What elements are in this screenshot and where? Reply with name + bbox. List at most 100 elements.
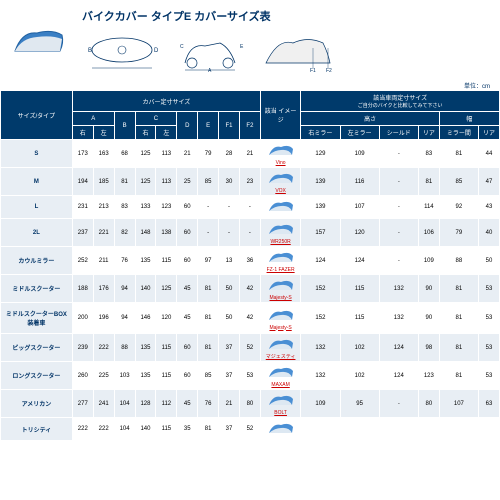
dim-cell: 222 xyxy=(72,418,93,441)
bike-link[interactable]: マジェスティ xyxy=(262,355,299,360)
vehicle-dim-cell xyxy=(301,418,340,441)
vehicle-dim-cell: 81 xyxy=(439,303,478,334)
row-label: ロングスクーター xyxy=(1,362,73,390)
row-label: アメリカン xyxy=(1,390,73,418)
row-label: M xyxy=(1,168,73,196)
table-row: ビッグスクーター2392228813511560813752マジェスティ1321… xyxy=(1,334,500,362)
bike-thumb-icon xyxy=(267,169,295,187)
bike-thumb-icon xyxy=(267,391,295,409)
row-label: ミドルスクーター xyxy=(1,275,73,303)
bike-link[interactable]: Majesty-S xyxy=(262,326,299,331)
bike-link[interactable]: WR250R xyxy=(262,240,299,245)
svg-text:C: C xyxy=(180,44,184,50)
bike-image-cell: WR250R xyxy=(260,219,300,247)
vehicle-dim-cell: 132 xyxy=(301,362,340,390)
dim-cell: 83 xyxy=(114,196,135,219)
dim-cell: 135 xyxy=(135,247,156,275)
vehicle-dim-cell: 109 xyxy=(301,390,340,418)
table-row: ロングスクーター26022510313511560853753MAXAM1321… xyxy=(1,362,500,390)
dim-cell: 103 xyxy=(114,362,135,390)
dim-cell: 94 xyxy=(114,303,135,334)
bike-image-cell: MAXAM xyxy=(260,362,300,390)
vehicle-dim-cell: 79 xyxy=(439,219,478,247)
dim-cell: - xyxy=(239,219,260,247)
vehicle-dim-cell: 98 xyxy=(418,334,439,362)
table-row: アメリカン27724110412811245762180BOLT10995-80… xyxy=(1,390,500,418)
dim-cell: 252 xyxy=(72,247,93,275)
dim-cell: 52 xyxy=(239,418,260,441)
dim-cell: 196 xyxy=(93,303,114,334)
vehicle-dim-cell: 102 xyxy=(340,334,379,362)
table-header: サイズ/タイプ カバー定寸サイズ 該当 イメージ 該当車両定寸サイズ ご自分のバ… xyxy=(1,91,500,140)
vehicle-dim-cell: 124 xyxy=(301,247,340,275)
dim-cell: 185 xyxy=(93,168,114,196)
table-row: 2L2372218214813860---WR250R157120-106794… xyxy=(1,219,500,247)
dim-cell: 60 xyxy=(177,362,198,390)
vehicle-dim-cell: - xyxy=(379,196,418,219)
vehicle-dim-cell: 90 xyxy=(418,275,439,303)
dim-cell: 125 xyxy=(135,168,156,196)
dim-cell: 104 xyxy=(114,390,135,418)
vehicle-dim-cell: 116 xyxy=(340,168,379,196)
dim-cell: 60 xyxy=(177,196,198,219)
vehicle-dim-cell: 107 xyxy=(439,390,478,418)
dim-cell: - xyxy=(219,219,240,247)
row-label: ビッグスクーター xyxy=(1,334,73,362)
size-table: サイズ/タイプ カバー定寸サイズ 該当 イメージ 該当車両定寸サイズ ご自分のバ… xyxy=(0,90,500,441)
vehicle-dim-cell: 92 xyxy=(439,196,478,219)
dim-cell: 213 xyxy=(93,196,114,219)
dim-cell: 260 xyxy=(72,362,93,390)
vehicle-dim-cell: 81 xyxy=(439,275,478,303)
vehicle-dim-cell: 124 xyxy=(340,247,379,275)
vehicle-dim-cell xyxy=(379,418,418,441)
dim-cell: 241 xyxy=(93,390,114,418)
vehicle-dim-cell: 132 xyxy=(301,334,340,362)
dim-cell: 68 xyxy=(114,140,135,168)
svg-text:F1: F1 xyxy=(310,68,316,73)
vehicle-dim-cell: 83 xyxy=(418,140,439,168)
page-title: バイクカバー タイプE カバーサイズ表 xyxy=(82,8,488,24)
dim-cell: 237 xyxy=(72,219,93,247)
dim-cell: - xyxy=(219,196,240,219)
dim-cell: 277 xyxy=(72,390,93,418)
vehicle-dim-cell xyxy=(439,418,478,441)
vehicle-dim-cell: 40 xyxy=(478,219,499,247)
vehicle-dim-cell: 90 xyxy=(418,303,439,334)
dim-cell: 13 xyxy=(219,247,240,275)
dim-cell: 45 xyxy=(177,275,198,303)
vehicle-dim-cell: - xyxy=(379,140,418,168)
dim-cell: 88 xyxy=(114,334,135,362)
dim-cell: 23 xyxy=(239,168,260,196)
dim-cell: 81 xyxy=(198,334,219,362)
row-label: L xyxy=(1,196,73,219)
vehicle-dim-cell: 124 xyxy=(379,362,418,390)
vehicle-dim-cell: 44 xyxy=(478,140,499,168)
dim-cell: 21 xyxy=(239,140,260,168)
bike-link[interactable]: FZ-1 FAZER xyxy=(262,268,299,273)
col-size-type: サイズ/タイプ xyxy=(1,91,73,140)
bike-image-cell: Vino xyxy=(260,140,300,168)
table-row: M1941858112511325853023VOX139116-818547 xyxy=(1,168,500,196)
dimension-diagrams: B D A C E F1 F2 xyxy=(82,28,488,73)
bike-link[interactable]: Vino xyxy=(262,161,299,166)
dim-cell: - xyxy=(198,196,219,219)
row-label: ミドルスクーターBOX装着車 xyxy=(1,303,73,334)
bike-link[interactable]: VOX xyxy=(262,189,299,194)
vehicle-dim-cell: 132 xyxy=(379,303,418,334)
bike-thumb-icon xyxy=(267,248,295,266)
bike-image-cell: BOLT xyxy=(260,390,300,418)
dim-cell: 60 xyxy=(177,247,198,275)
dim-cell: 81 xyxy=(198,418,219,441)
bike-link[interactable]: BOLT xyxy=(262,411,299,416)
dim-cell: 112 xyxy=(156,390,177,418)
bike-link[interactable]: MAXAM xyxy=(262,383,299,388)
col-group-vehicle: 該当車両定寸サイズ ご自分のバイクと比較してみて下さい xyxy=(301,91,500,112)
dim-cell: 115 xyxy=(156,418,177,441)
vehicle-dim-cell: 152 xyxy=(301,303,340,334)
dim-cell: 36 xyxy=(239,247,260,275)
dim-cell: 60 xyxy=(177,334,198,362)
bike-image-cell: Majesty-S xyxy=(260,275,300,303)
vehicle-dim-cell: 88 xyxy=(439,247,478,275)
vehicle-dim-cell: 81 xyxy=(439,334,478,362)
bike-link[interactable]: Majesty-S xyxy=(262,296,299,301)
